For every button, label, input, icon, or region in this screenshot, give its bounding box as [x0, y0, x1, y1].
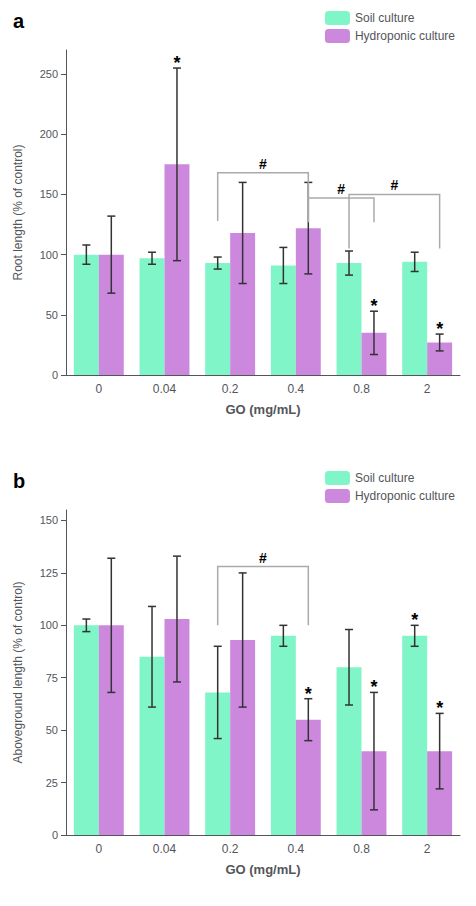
svg-text:GO (mg/mL): GO (mg/mL): [225, 402, 300, 417]
svg-text:0.04: 0.04: [153, 842, 177, 856]
svg-text:0.4: 0.4: [287, 842, 304, 856]
svg-text:Soil culture: Soil culture: [355, 11, 415, 25]
svg-text:#: #: [390, 177, 398, 193]
svg-text:Root length (% of control): Root length (% of control): [11, 144, 25, 280]
svg-text:0.2: 0.2: [222, 842, 239, 856]
svg-text:2: 2: [424, 382, 431, 396]
svg-text:#: #: [259, 550, 267, 566]
svg-text:0.8: 0.8: [353, 842, 370, 856]
svg-text:b: b: [13, 470, 25, 492]
svg-text:a: a: [13, 10, 25, 32]
svg-text:0.2: 0.2: [222, 382, 239, 396]
svg-text:0: 0: [52, 829, 58, 841]
svg-text:*: *: [370, 677, 377, 697]
svg-text:100: 100: [40, 619, 58, 631]
svg-text:*: *: [305, 684, 312, 704]
svg-text:100: 100: [40, 249, 58, 261]
svg-text:Aboveground length (% of contr: Aboveground length (% of control): [11, 581, 25, 763]
svg-text:150: 150: [40, 188, 58, 200]
svg-text:2: 2: [424, 842, 431, 856]
svg-text:0: 0: [95, 382, 102, 396]
svg-text:250: 250: [40, 68, 58, 80]
svg-text:50: 50: [46, 309, 58, 321]
svg-text:*: *: [436, 319, 443, 339]
svg-text:0.04: 0.04: [153, 382, 177, 396]
svg-text:50: 50: [46, 724, 58, 736]
svg-text:*: *: [411, 610, 418, 630]
svg-text:150: 150: [40, 514, 58, 526]
svg-text:Soil culture: Soil culture: [355, 471, 415, 485]
svg-text:Hydroponic culture: Hydroponic culture: [355, 489, 455, 503]
svg-text:25: 25: [46, 777, 58, 789]
svg-text:Hydroponic culture: Hydroponic culture: [355, 29, 455, 43]
svg-text:#: #: [337, 181, 345, 197]
svg-text:75: 75: [46, 672, 58, 684]
svg-text:200: 200: [40, 128, 58, 140]
svg-text:*: *: [436, 698, 443, 718]
svg-text:125: 125: [40, 567, 58, 579]
svg-text:0: 0: [52, 369, 58, 381]
svg-text:*: *: [370, 296, 377, 316]
svg-text:GO (mg/mL): GO (mg/mL): [225, 862, 300, 877]
svg-text:#: #: [259, 156, 267, 172]
svg-text:0.8: 0.8: [353, 382, 370, 396]
svg-text:0: 0: [95, 842, 102, 856]
svg-text:0.4: 0.4: [287, 382, 304, 396]
svg-text:*: *: [173, 53, 180, 73]
